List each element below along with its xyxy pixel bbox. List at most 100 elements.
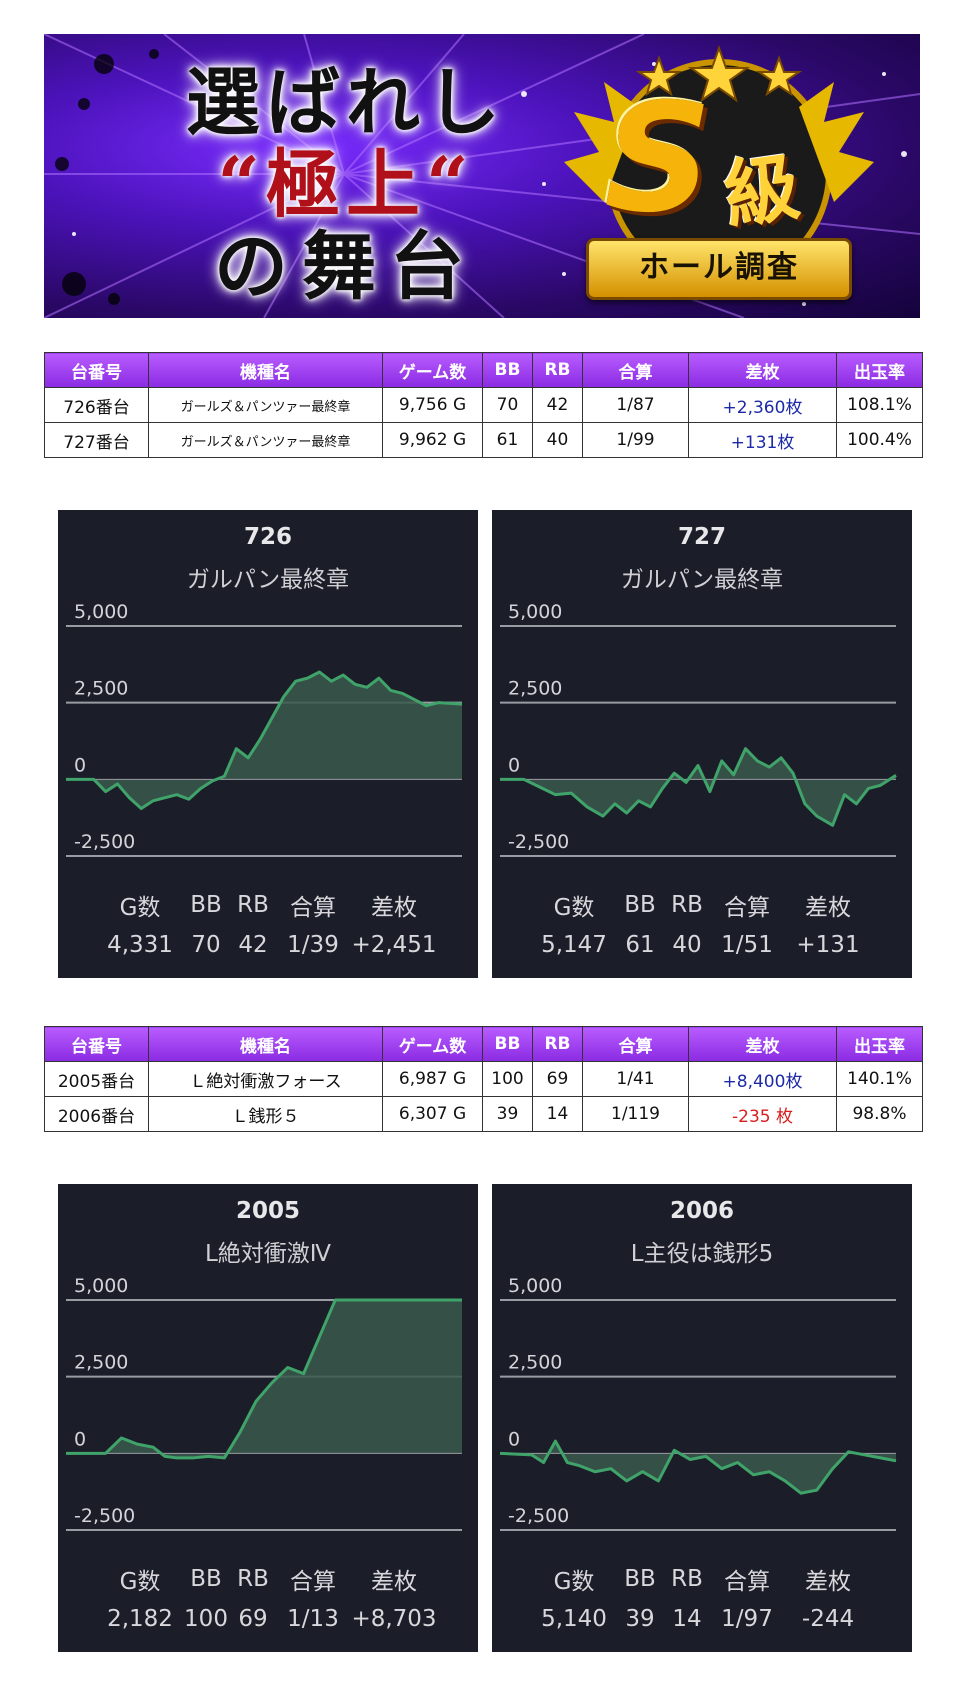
stat-value-bb: 61	[625, 932, 655, 958]
cell-rb: 69	[532, 1061, 583, 1097]
stat-value-bb: 100	[184, 1606, 228, 1632]
cell-games: 9,962 G	[382, 422, 483, 458]
y-tick-label: -2,500	[74, 1505, 135, 1527]
cell-diff: +8,400枚	[688, 1061, 837, 1097]
stats-header-row: G数 BB RB 合算 差枚	[58, 1559, 478, 1599]
cell-diff: +131枚	[688, 422, 837, 458]
header-banner: 選ばれし “極上“ の舞台 S 級 ホール調査	[44, 34, 920, 318]
stat-value-combined: 1/39	[287, 932, 339, 958]
cell-bb: 70	[482, 387, 533, 423]
cell-model: Ｌ絶対衝激フォース	[148, 1061, 383, 1097]
stat-value-rb: 14	[672, 1606, 702, 1632]
stat-label-bb: BB	[190, 1566, 222, 1592]
cell-diff: +2,360枚	[688, 387, 837, 423]
stat-label-games: G数	[553, 895, 595, 921]
col-header-combined: 合算	[582, 352, 689, 388]
stat-label-bb: BB	[624, 892, 656, 918]
stat-label-rb: RB	[671, 1566, 703, 1592]
chart-panel-2005: 5,000 2,500 0 -2,500 2005 L絶対衝激Ⅳ G数 BB RB 合…	[58, 1184, 478, 1652]
series-line	[66, 670, 463, 810]
cell-bb: 61	[482, 422, 533, 458]
stat-label-bb: BB	[624, 1566, 656, 1592]
stat-label-games: G数	[119, 1569, 161, 1595]
col-header-payout: 出玉率	[836, 352, 923, 388]
stat-value-diff: -244	[801, 1606, 855, 1632]
y-tick-label: 0	[508, 1428, 520, 1450]
y-tick-label: 0	[74, 754, 86, 776]
stats-value-row: 2,182 100 69 1/13 +8,703	[58, 1599, 478, 1639]
col-header-games: ゲーム数	[382, 352, 483, 388]
series-line	[499, 1439, 897, 1495]
stats-header-row: G数 BB RB 合算 差枚	[492, 885, 912, 925]
stat-value-games: 2,182	[107, 1606, 173, 1632]
y-tick-label: 2,500	[508, 678, 562, 700]
cell-games: 9,756 G	[382, 387, 483, 423]
stat-label-games: G数	[119, 895, 161, 921]
badge-kanji: 級	[719, 144, 805, 240]
y-tick-label: 5,000	[74, 601, 128, 623]
cell-rb: 14	[532, 1096, 583, 1132]
stats-value-row: 4,331 70 42 1/39 +2,451	[58, 925, 478, 965]
stat-value-games: 4,331	[107, 932, 173, 958]
col-header-model: 機種名	[148, 1026, 383, 1062]
col-header-bb: BB	[482, 352, 533, 388]
stat-value-diff: +8,703	[351, 1606, 437, 1632]
stats-value-row: 5,140 39 14 1/97 -244	[492, 1599, 912, 1639]
stat-value-games: 5,140	[541, 1606, 607, 1632]
stat-label-bb: BB	[190, 892, 222, 918]
stat-label-games: G数	[553, 1569, 595, 1595]
chart-title: 2006	[669, 1198, 734, 1224]
s-class-badge: S 級 ホール調査	[544, 42, 884, 312]
chart-panel-2006: 5,000 2,500 0 -2,500 2006 L主役は銭形5 G数 BB RB …	[492, 1184, 912, 1652]
cell-bb: 100	[482, 1061, 533, 1097]
chart-title: 727	[677, 524, 726, 550]
y-tick-label: 0	[508, 754, 520, 776]
chart-title: 726	[243, 524, 292, 550]
cell-bb: 39	[482, 1096, 533, 1132]
col-header-diff: 差枚	[688, 1026, 837, 1062]
stat-value-bb: 39	[625, 1606, 655, 1632]
stats-header-row: G数 BB RB 合算 差枚	[492, 1559, 912, 1599]
stat-value-diff: +131	[796, 932, 860, 958]
stats-header-row: G数 BB RB 合算 差枚	[58, 885, 478, 925]
stat-label-rb: RB	[671, 892, 703, 918]
machine-table-1: 台番号 機種名 ゲーム数 BB RB 合算 差枚 出玉率 726番台 ガールズ＆…	[44, 352, 923, 458]
cell-model: ガールズ＆パンツァー最終章	[148, 387, 383, 423]
cell-payout: 108.1%	[836, 387, 923, 423]
badge-ribbon-text: ホール調査	[639, 250, 799, 285]
chart-plot: 5,000 2,500 0 -2,500	[66, 1275, 462, 1531]
stat-label-rb: RB	[237, 892, 269, 918]
cell-machine-no: 2006番台	[44, 1096, 149, 1132]
table-row: 726番台 ガールズ＆パンツァー最終章 9,756 G 70 42 1/87 +…	[44, 387, 923, 423]
stat-value-combined: 1/51	[721, 932, 773, 958]
table-header-row: 台番号 機種名 ゲーム数 BB RB 合算 差枚 出玉率	[44, 352, 923, 388]
chart-panel-726: 5,000 2,500 0 -2,500 726 ガルパン最終章 G数 BB RB 合…	[58, 510, 478, 978]
stat-value-games: 5,147	[541, 932, 607, 958]
cell-games: 6,987 G	[382, 1061, 483, 1097]
y-tick-label: 2,500	[74, 678, 128, 700]
col-header-bb: BB	[482, 1026, 533, 1062]
chart-stats: G数 BB RB 合算 差枚 2,182 100 69 1/13 +8,703	[58, 1559, 478, 1639]
stat-label-combined: 合算	[724, 895, 770, 921]
cell-machine-no: 726番台	[44, 387, 149, 423]
y-tick-label: 2,500	[74, 1352, 128, 1374]
stat-value-combined: 1/97	[721, 1606, 773, 1632]
chart-subtitle: ガルパン最終章	[186, 567, 350, 593]
cell-payout: 140.1%	[836, 1061, 923, 1097]
chart-plot: 5,000 2,500 0 -2,500	[66, 601, 463, 857]
series-line	[500, 747, 897, 827]
cell-combined: 1/119	[582, 1096, 689, 1132]
series-line	[66, 1298, 462, 1460]
cell-model: Ｌ銭形５	[148, 1096, 383, 1132]
col-header-combined: 合算	[582, 1026, 689, 1062]
banner-headline: 選ばれし “極上“ の舞台	[136, 62, 556, 308]
stat-value-rb: 42	[238, 932, 268, 958]
table-row: 2006番台 Ｌ銭形５ 6,307 G 39 14 1/119 -235 枚 9…	[44, 1096, 923, 1132]
headline-line-3: の舞台	[214, 224, 478, 310]
stat-value-bb: 70	[191, 932, 221, 958]
y-tick-label: 2,500	[508, 1352, 562, 1374]
stat-label-diff: 差枚	[805, 895, 851, 921]
stat-label-diff: 差枚	[371, 895, 417, 921]
cell-rb: 42	[532, 387, 583, 423]
y-tick-label: 5,000	[508, 601, 562, 623]
